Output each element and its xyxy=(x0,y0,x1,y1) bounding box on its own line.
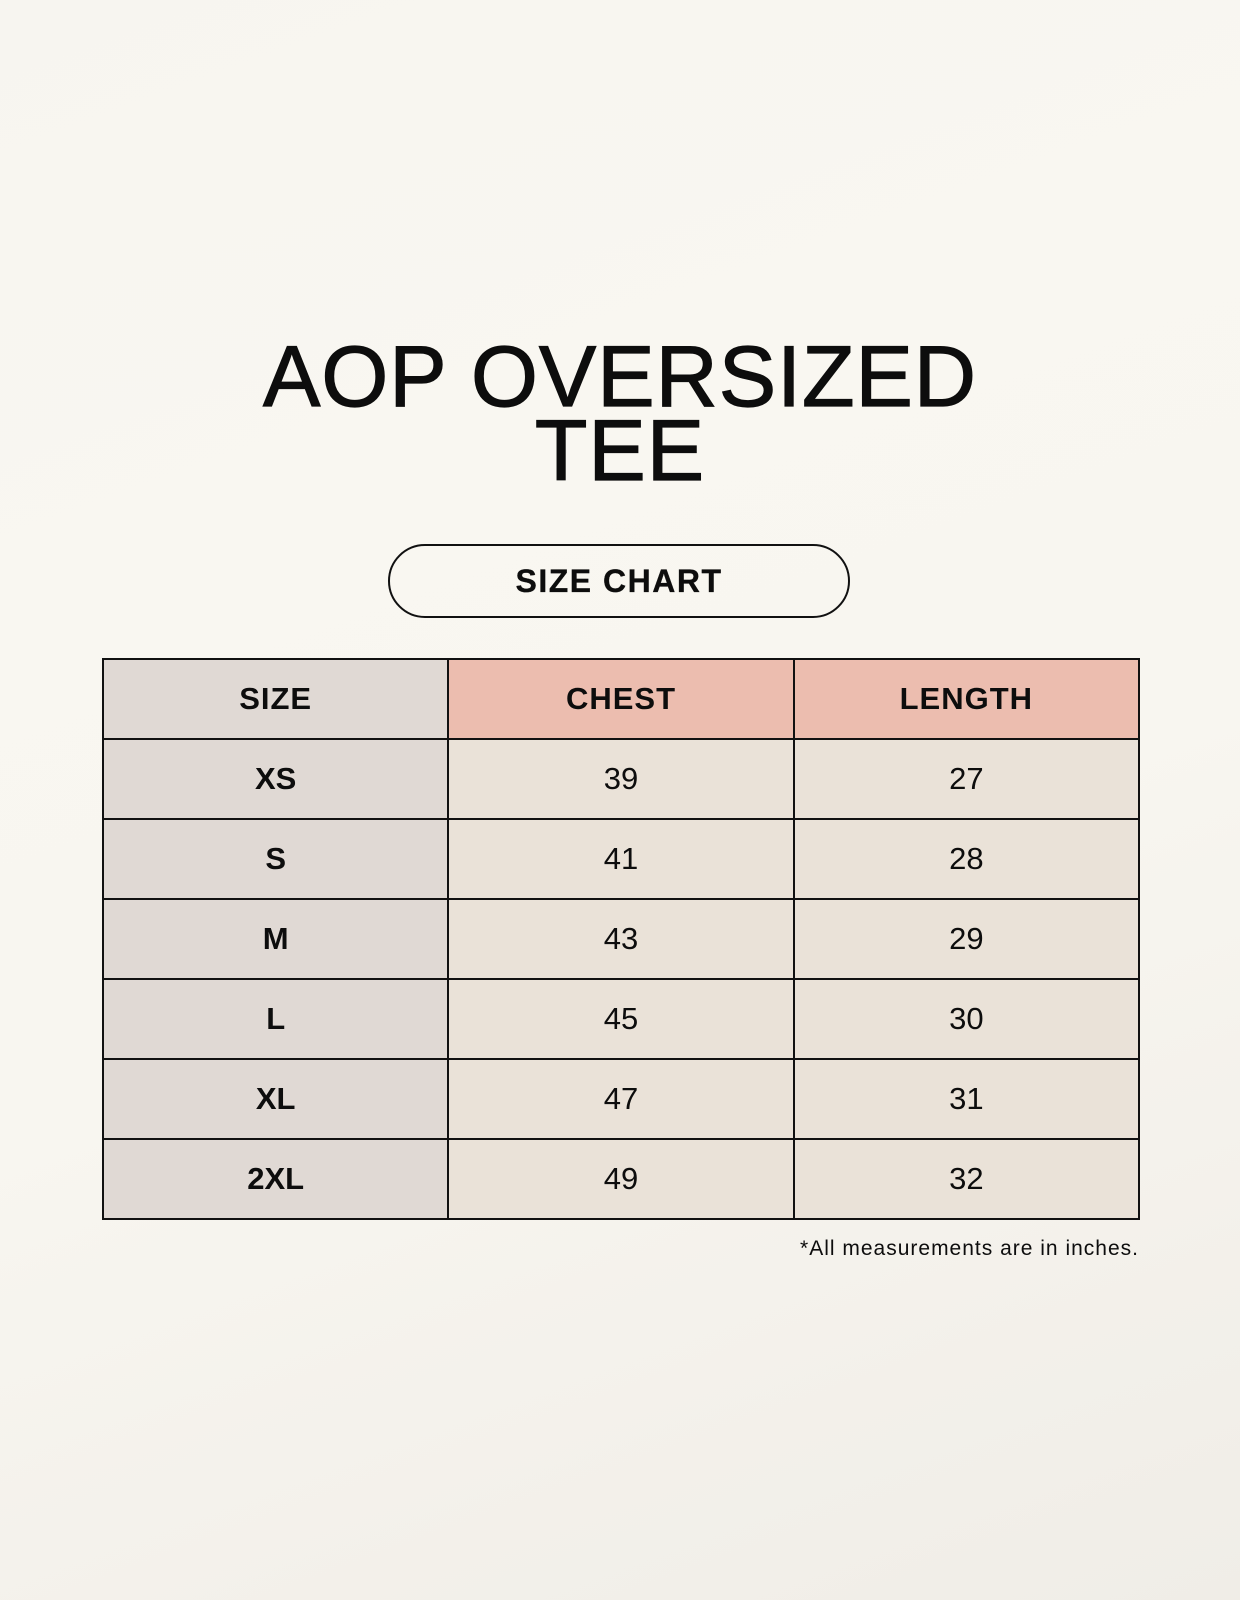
cell-size: XS xyxy=(101,738,450,820)
table-row: XS 39 27 xyxy=(101,738,1141,820)
cell-length: 30 xyxy=(792,978,1141,1060)
cell-length: 27 xyxy=(792,738,1141,820)
footnote: *All measurements are in inches. xyxy=(800,1237,1139,1260)
cell-chest: 49 xyxy=(447,1138,795,1220)
cell-size: 2XL xyxy=(101,1138,450,1220)
cell-chest: 39 xyxy=(447,738,795,820)
title-line-2: TEE xyxy=(534,403,706,499)
header-chest: CHEST xyxy=(447,658,795,740)
cell-length: 29 xyxy=(792,898,1141,980)
table-row: XL 47 31 xyxy=(101,1058,1141,1140)
size-chart-text: SIZE CHART xyxy=(515,562,723,599)
page-title: AOP OVERSIZED TEE xyxy=(0,329,1240,499)
cell-size: S xyxy=(101,818,450,900)
cell-size: XL xyxy=(101,1058,450,1140)
cell-chest: 41 xyxy=(447,818,795,900)
size-chart-label: SIZE CHART xyxy=(388,544,850,618)
header-size: SIZE xyxy=(101,658,450,740)
header-length: LENGTH xyxy=(792,658,1141,740)
cell-length: 28 xyxy=(792,818,1141,900)
cell-chest: 47 xyxy=(447,1058,795,1140)
cell-length: 31 xyxy=(792,1058,1141,1140)
table-row: L 45 30 xyxy=(101,978,1141,1060)
cell-chest: 45 xyxy=(447,978,795,1060)
table-row: S 41 28 xyxy=(101,818,1141,900)
table-header-row: SIZE CHEST LENGTH xyxy=(101,658,1141,740)
title-line-1: AOP OVERSIZED xyxy=(262,329,977,425)
cell-size: L xyxy=(101,978,450,1060)
table-row: M 43 29 xyxy=(101,898,1141,980)
cell-size: M xyxy=(101,898,450,980)
table-row: 2XL 49 32 xyxy=(101,1138,1141,1220)
cell-chest: 43 xyxy=(447,898,795,980)
size-table: SIZE CHEST LENGTH XS 39 27 S 41 28 M 43 29 L 45 30 X… xyxy=(101,658,1141,1220)
cell-length: 32 xyxy=(792,1138,1141,1220)
